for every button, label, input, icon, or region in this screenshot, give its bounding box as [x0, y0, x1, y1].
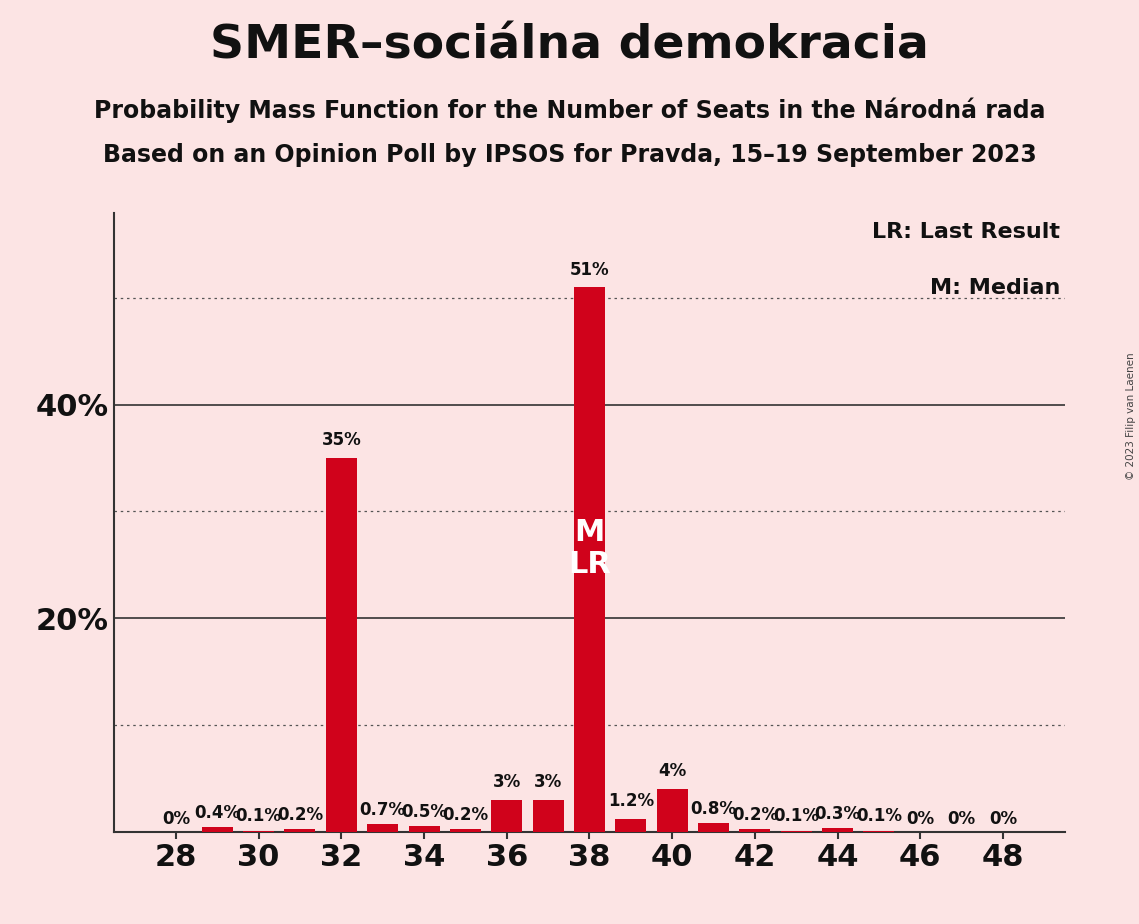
Text: 0%: 0% — [907, 810, 934, 829]
Bar — [367, 824, 399, 832]
Text: 0.2%: 0.2% — [277, 806, 323, 824]
Bar — [780, 831, 812, 832]
Text: 0.2%: 0.2% — [731, 806, 778, 824]
Text: 35%: 35% — [321, 432, 361, 449]
Text: 0.8%: 0.8% — [690, 800, 737, 818]
Text: 0.3%: 0.3% — [814, 805, 861, 823]
Bar — [739, 830, 770, 832]
Text: © 2023 Filip van Laenen: © 2023 Filip van Laenen — [1126, 352, 1136, 480]
Text: 51%: 51% — [570, 261, 609, 279]
Bar — [202, 827, 232, 832]
Text: 3%: 3% — [492, 773, 521, 791]
Bar — [822, 829, 853, 832]
Bar — [656, 789, 688, 832]
Bar — [326, 458, 357, 832]
Text: M: Median: M: Median — [929, 277, 1060, 298]
Bar — [243, 831, 274, 832]
Text: 1.2%: 1.2% — [608, 792, 654, 810]
Text: M: M — [574, 518, 605, 547]
Bar — [863, 831, 894, 832]
Text: 0.2%: 0.2% — [442, 806, 489, 824]
Text: 0.5%: 0.5% — [401, 803, 446, 821]
Text: LR: Last Result: LR: Last Result — [872, 222, 1060, 242]
Text: 0%: 0% — [162, 810, 190, 829]
Bar — [574, 287, 605, 832]
Text: 3%: 3% — [534, 773, 563, 791]
Bar — [409, 826, 440, 832]
Text: Probability Mass Function for the Number of Seats in the Národná rada: Probability Mass Function for the Number… — [93, 97, 1046, 123]
Text: 0.7%: 0.7% — [360, 801, 405, 819]
Text: 0%: 0% — [948, 810, 976, 829]
Bar — [615, 819, 646, 832]
Text: 0.1%: 0.1% — [236, 808, 281, 825]
Bar — [533, 799, 564, 832]
Text: SMER–sociálna demokracia: SMER–sociálna demokracia — [210, 23, 929, 68]
Text: Based on an Opinion Poll by IPSOS for Pravda, 15–19 September 2023: Based on an Opinion Poll by IPSOS for Pr… — [103, 143, 1036, 167]
Text: LR: LR — [568, 550, 611, 579]
Text: 0%: 0% — [989, 810, 1017, 829]
Text: 4%: 4% — [658, 762, 687, 781]
Bar — [491, 799, 523, 832]
Bar — [285, 830, 316, 832]
Text: 0.1%: 0.1% — [855, 808, 902, 825]
Bar — [450, 830, 481, 832]
Text: 0.1%: 0.1% — [773, 808, 819, 825]
Text: 0.4%: 0.4% — [195, 804, 240, 822]
Bar — [698, 823, 729, 832]
